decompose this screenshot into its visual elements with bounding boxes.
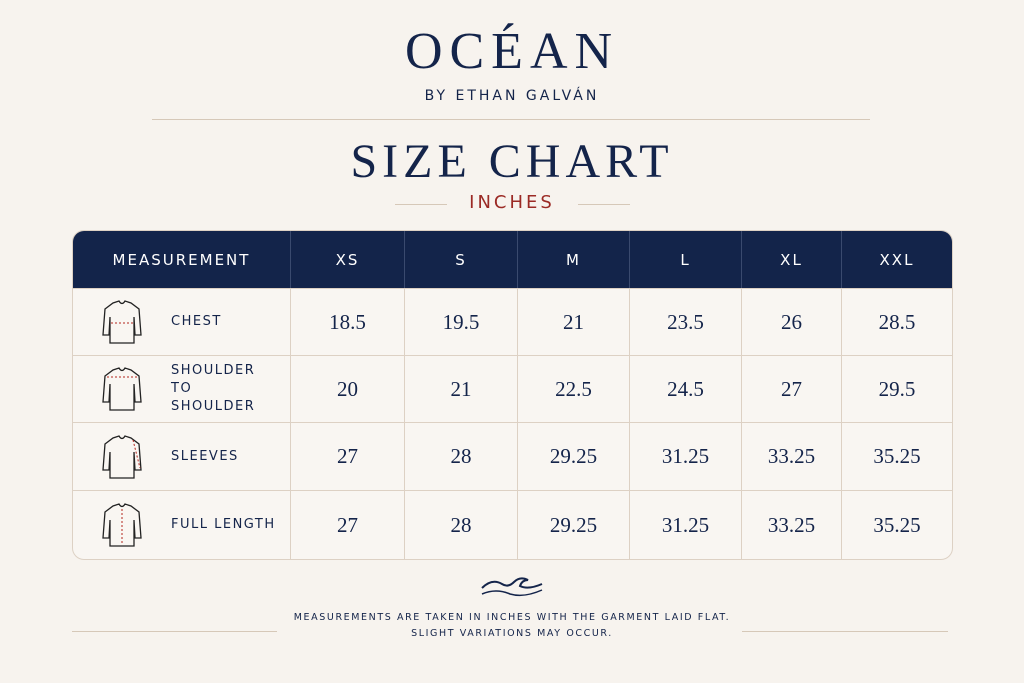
size-value: 27 xyxy=(741,355,841,422)
unit: INCHES xyxy=(469,192,555,213)
size-value: 35.25 xyxy=(841,422,952,490)
footer-note: SLIGHT VARIATIONS MAY OCCUR. xyxy=(411,628,613,639)
garment-icon xyxy=(102,367,142,411)
size-value: 27 xyxy=(290,422,404,490)
wave-icon xyxy=(481,577,543,597)
divider xyxy=(578,204,630,205)
measurement-label: SHOULDER TO SHOULDER xyxy=(171,363,256,414)
size-value: 31.25 xyxy=(629,490,741,559)
measurement-label: SLEEVES xyxy=(171,448,239,464)
size-value: 24.5 xyxy=(629,355,741,422)
size-value: 26 xyxy=(741,288,841,355)
size-value: 19.5 xyxy=(404,288,517,355)
size-value: 21 xyxy=(517,288,629,355)
size-value: 29.25 xyxy=(517,490,629,559)
footer-note: MEASUREMENTS ARE TAKEN IN INCHES WITH TH… xyxy=(293,612,731,623)
brand: OCÉAN xyxy=(404,23,620,80)
garment-icon xyxy=(102,300,142,344)
title: SIZE CHART xyxy=(350,135,674,188)
garment-icon xyxy=(102,434,142,479)
size-value: 23.5 xyxy=(629,288,741,355)
size-value: 22.5 xyxy=(517,355,629,422)
divider xyxy=(152,119,870,120)
column-header: MEASUREMENT xyxy=(73,231,290,288)
divider xyxy=(742,631,948,632)
measurement-label: FULL LENGTH xyxy=(171,517,276,532)
row-header: CHEST xyxy=(73,288,290,355)
size-value: 29.5 xyxy=(841,355,952,422)
column-header: XXL xyxy=(841,231,952,288)
size-value: 20 xyxy=(290,355,404,422)
row-header: FULL LENGTH xyxy=(73,490,290,559)
size-value: 33.25 xyxy=(741,422,841,490)
measurement-label: CHEST xyxy=(171,314,222,329)
divider xyxy=(72,631,277,632)
size-value: 28 xyxy=(404,490,517,559)
divider xyxy=(395,204,447,205)
size-value: 28 xyxy=(404,422,517,490)
row-header: SHOULDER TO SHOULDER xyxy=(73,355,290,422)
column-header: M xyxy=(517,231,629,288)
column-header: XL xyxy=(741,231,841,288)
size-value: 21 xyxy=(404,355,517,422)
size-value: 31.25 xyxy=(629,422,741,490)
size-value: 27 xyxy=(290,490,404,559)
size-value: 18.5 xyxy=(290,288,404,355)
size-value: 33.25 xyxy=(741,490,841,559)
size-table: MEASUREMENT XS S M L XL XXL CHEST 18.5 19.5 21 23.5… xyxy=(72,230,953,560)
row-header: SLEEVES xyxy=(73,422,290,490)
column-header: L xyxy=(629,231,741,288)
column-header: XS xyxy=(290,231,404,288)
size-value: 28.5 xyxy=(841,288,952,355)
column-header: S xyxy=(404,231,517,288)
size-value: 35.25 xyxy=(841,490,952,559)
garment-icon xyxy=(102,503,142,547)
size-value: 29.25 xyxy=(517,422,629,490)
byline: BY ETHAN GALVÁN xyxy=(424,88,600,104)
